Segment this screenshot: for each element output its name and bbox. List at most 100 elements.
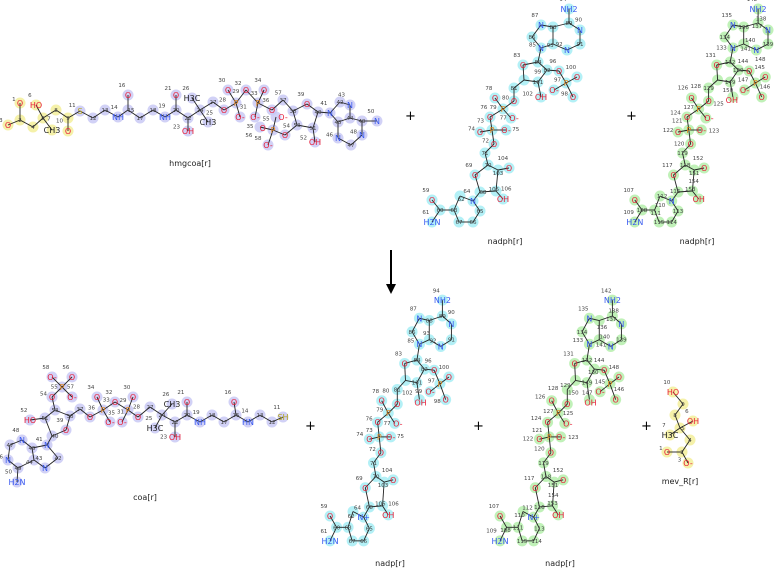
atom-number: 112 (522, 505, 533, 511)
atom-number: 154 (688, 179, 699, 185)
bond (65, 415, 71, 431)
atom-number: 20 (184, 413, 191, 419)
atom-number: 11 (273, 405, 280, 411)
bond (681, 439, 691, 453)
atom-number: 125 (563, 411, 574, 417)
atom-number: 38 (67, 414, 74, 420)
atom-number: 100 (566, 65, 577, 71)
atom-number: 60 (333, 525, 340, 531)
atom-number: 113 (673, 209, 684, 215)
atom-number: 22 (185, 116, 192, 122)
bond (537, 69, 548, 83)
bond (589, 339, 600, 345)
atom-number: 14 (111, 105, 118, 111)
bond (522, 511, 534, 518)
atom-number: 31 (117, 410, 124, 416)
atom-number: 53 (294, 123, 301, 129)
atom-number: 132 (582, 358, 593, 364)
molecule-coa[interactable]: O-58P55O56O-57O545338O394051HO52N4142N43… (0, 365, 289, 502)
bond (312, 127, 316, 143)
atom-number: 71 (370, 461, 377, 467)
bond (674, 403, 684, 416)
atom-number: 74 (356, 432, 363, 438)
atom-number: 56 (62, 365, 69, 371)
bond (431, 209, 441, 223)
atom-number: 19 (193, 410, 200, 416)
bond (55, 109, 69, 119)
atom-number: 152 (693, 156, 704, 162)
bond (672, 391, 684, 405)
atom-label: OH (497, 195, 509, 204)
molecule-name: coa[r] (133, 493, 157, 502)
atom-number: 22 (172, 420, 179, 426)
bond (681, 451, 689, 464)
atom-number: 35 (247, 124, 254, 130)
atom-number: 9 (681, 402, 685, 408)
atom-number: 77 (500, 116, 507, 122)
molecule-nadp1[interactable]: NH29489N9091N929388N8786N858482101O83O96… (320, 288, 457, 568)
bond (537, 47, 542, 63)
atom-number: 69 (465, 163, 472, 169)
bond (533, 516, 540, 529)
molecule-nadp2[interactable]: NH2142137N138139N140141136N135134N133132… (486, 288, 627, 568)
bond (502, 108, 512, 119)
atom-number: 109 (486, 528, 497, 534)
atom-number: 109 (623, 210, 634, 216)
molecule-nadph1[interactable]: NH29489N9091N929388N8786N858482101O83O96… (422, 0, 586, 246)
bond (484, 152, 489, 166)
atom-number: 42 (337, 100, 344, 106)
atom-number: 113 (534, 526, 545, 532)
atom-number: 47 (348, 143, 355, 149)
atom-number: 126 (678, 86, 689, 92)
atom-number: 133 (716, 45, 727, 51)
bond (453, 195, 461, 211)
bond (499, 527, 508, 542)
atom-label: N (586, 314, 592, 323)
atom-label: O (687, 140, 693, 149)
atom-number: 15 (128, 108, 135, 114)
bond (9, 439, 23, 446)
molecule-mev[interactable]: HO 10 98 5OH 6 H3C 7 42 O1 O-3 mev_R[r] (659, 380, 699, 486)
atom-label: O (714, 61, 720, 70)
atom-number: 153 (685, 187, 696, 193)
atom-number: 94 (433, 288, 440, 294)
atom-number: 120 (534, 446, 545, 452)
atom-label: O (87, 413, 93, 422)
bond (51, 429, 67, 437)
bond (586, 344, 590, 361)
atom-label: O (63, 426, 69, 435)
atom-number: 80 (502, 96, 509, 102)
bond (245, 89, 259, 104)
atom-number: 47 (7, 443, 14, 449)
atom-number: 35 (108, 410, 115, 416)
bond (586, 382, 590, 400)
atom-label: P (608, 380, 613, 389)
bond (552, 482, 555, 506)
atom-number: 82 (544, 68, 551, 74)
bond (543, 452, 552, 464)
bond (223, 414, 237, 423)
bond (377, 412, 389, 423)
bond (292, 103, 308, 112)
bond (537, 81, 542, 98)
bond (339, 101, 351, 106)
atom-number: 86 (529, 35, 536, 41)
bond (152, 109, 166, 118)
bond (7, 444, 11, 461)
bond (42, 117, 53, 131)
atom-number: 44 (347, 116, 354, 122)
bond (565, 76, 578, 84)
atom-label: SH (277, 413, 288, 422)
bond (484, 143, 495, 154)
atom-number: 67 (349, 539, 356, 545)
bond (671, 191, 679, 202)
atom-label: N (416, 340, 422, 349)
atom-number: 55 (51, 385, 58, 391)
bond (732, 43, 744, 49)
bond (329, 112, 339, 123)
bond (33, 459, 46, 469)
atom-label: CH3 (44, 126, 61, 135)
bond (364, 476, 377, 489)
